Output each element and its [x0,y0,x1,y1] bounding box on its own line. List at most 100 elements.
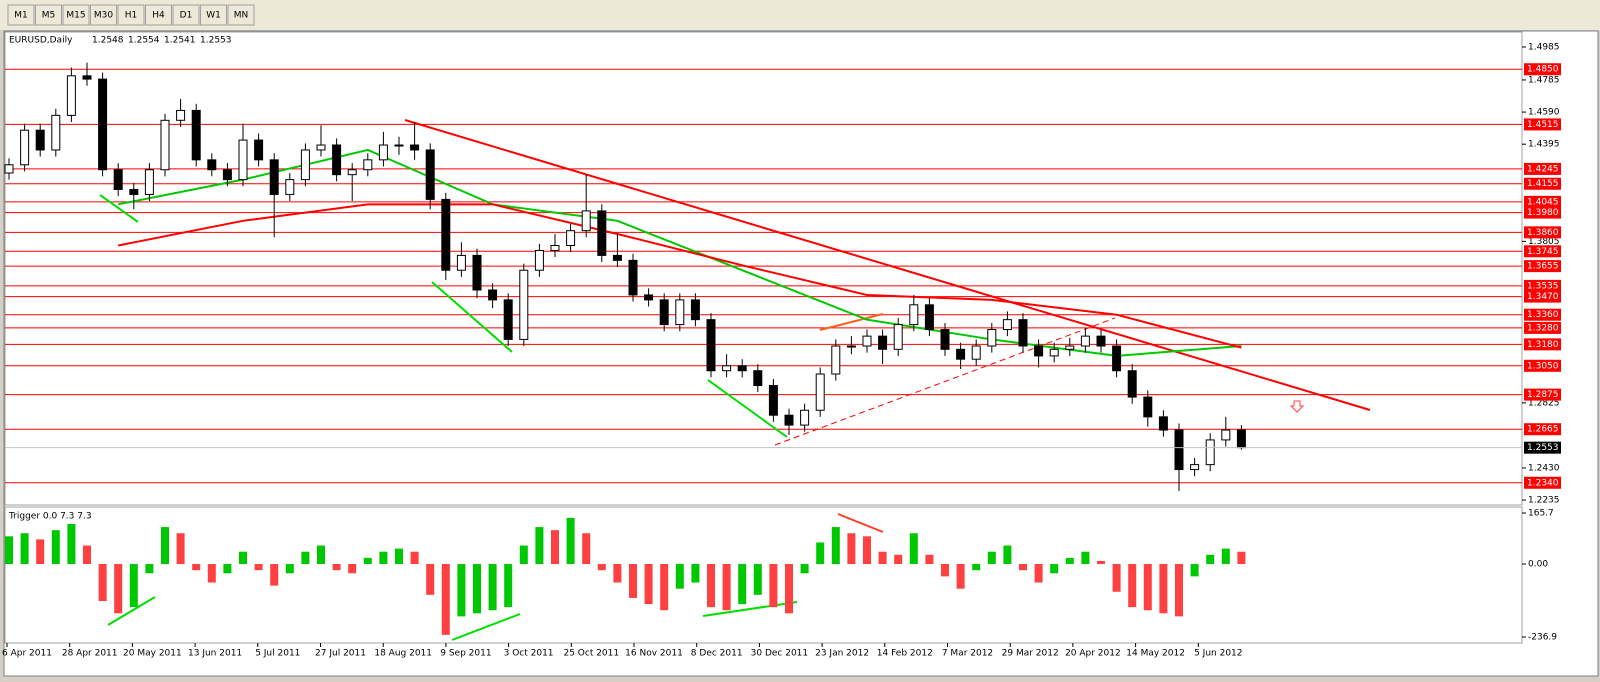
candle-body [1190,464,1200,471]
toolbar [0,0,1600,30]
candle-body [98,78,108,171]
candle-body [347,169,357,176]
histogram-bar [1112,564,1121,592]
divergence-line [99,194,139,223]
level-label: 1.4045 [1527,197,1559,207]
candle-body [1236,429,1246,449]
x-tick-label: 8 Dec 2011 [691,649,743,659]
histogram-bar [972,564,981,571]
histogram-bar [285,564,294,574]
level-label: 1.3980 [1527,208,1559,218]
timeframe-label[interactable]: H1 [125,11,138,21]
candle-body [566,230,576,247]
indicator-title: Trigger 0.0 7.3 7.3 [8,512,92,522]
timeframe-button[interactable] [227,4,255,26]
timeframe-label[interactable]: M15 [66,11,85,21]
timeframe-button[interactable] [172,4,200,26]
histogram-bar [535,527,544,565]
histogram-bar [51,530,60,565]
timeframe-label[interactable]: M1 [14,11,28,21]
histogram-bar [36,539,45,565]
histogram-bar [1034,564,1043,583]
candle-body [316,144,326,151]
histogram-bar [317,545,325,565]
histogram-bar [5,536,13,565]
level-tag [1524,388,1561,401]
histogram-bar [1081,551,1090,565]
candle-body [581,210,591,232]
timeframe-button[interactable] [35,4,62,26]
histogram-bar [410,551,419,565]
candle-body [597,210,607,256]
y-tick-label: 1.4395 [1528,140,1560,150]
divergence-line [819,313,884,331]
timeframe-label[interactable]: H4 [152,11,165,21]
x-tick-label: 5 Jun 2012 [1194,649,1242,659]
candle-body [191,109,201,161]
level-tag [1524,206,1561,219]
histogram-bar [878,551,887,565]
timeframe-button[interactable] [117,4,145,26]
timeframe-label[interactable]: D1 [180,11,193,21]
histogram-bar [629,564,637,598]
level-tag [1524,195,1561,208]
histogram-bar [223,564,232,574]
histogram-bar [145,564,154,574]
timeframe-label[interactable]: M5 [42,11,56,21]
candle-body [1221,429,1231,441]
trend-line [774,317,1116,446]
timeframe-label[interactable]: W1 [206,11,221,21]
timeframe-label[interactable]: M30 [94,11,113,21]
timeframe-button[interactable] [62,4,90,26]
level-tag [1524,162,1561,175]
candle-body [1127,370,1137,398]
x-tick-label: 25 Oct 2011 [563,649,619,659]
x-tick-label: 3 Oct 2011 [504,649,554,659]
candle-body [285,179,295,195]
histogram-bar [1050,564,1059,574]
histogram-bar [956,564,965,589]
plot [4,62,1246,635]
candle-body [706,319,716,372]
timeframe-button[interactable] [90,4,117,26]
level-tag [1524,476,1561,489]
histogram-bar [473,564,481,614]
histogram-bar [301,551,310,565]
level-label: 1.3655 [1527,262,1559,272]
y-tick-label: -236.9 [1528,633,1557,643]
level-tag [1524,245,1561,258]
candle-body [238,139,248,181]
candle-body [300,149,310,181]
histogram-bar [348,564,357,574]
histogram-bar [270,564,279,586]
candle-body [862,335,872,347]
x-tick-label: 14 May 2012 [1126,649,1185,659]
histogram-bar [176,533,185,565]
y-tick-label: 1.4785 [1528,75,1560,85]
level-label: 1.4850 [1527,65,1559,75]
candle-body [644,294,654,301]
timeframe-label[interactable]: MN [234,11,249,21]
histogram-bar [1128,564,1137,608]
histogram-bar [332,564,341,571]
candle-body [1002,319,1012,331]
timeframe-button[interactable] [200,4,227,26]
histogram-bar [67,523,76,565]
histogram-bar [566,517,575,565]
timeframe-button[interactable] [7,4,35,26]
histogram-bar [1097,560,1105,565]
x-tick-label: 16 Nov 2011 [625,649,683,659]
histogram-bar [488,564,497,611]
level-tag [1524,321,1561,334]
header-value: 1.2541 [164,36,196,46]
candle-body [144,169,154,195]
timeframe-button[interactable] [145,4,172,26]
histogram-bar [894,554,903,565]
indicator-panel [4,506,1523,644]
histogram-bar [379,551,388,565]
histogram-bar [816,542,825,565]
candle-body [160,119,170,171]
candle-body [924,304,934,331]
header-value: 1.2553 [200,36,232,46]
price-panel [4,31,1523,506]
